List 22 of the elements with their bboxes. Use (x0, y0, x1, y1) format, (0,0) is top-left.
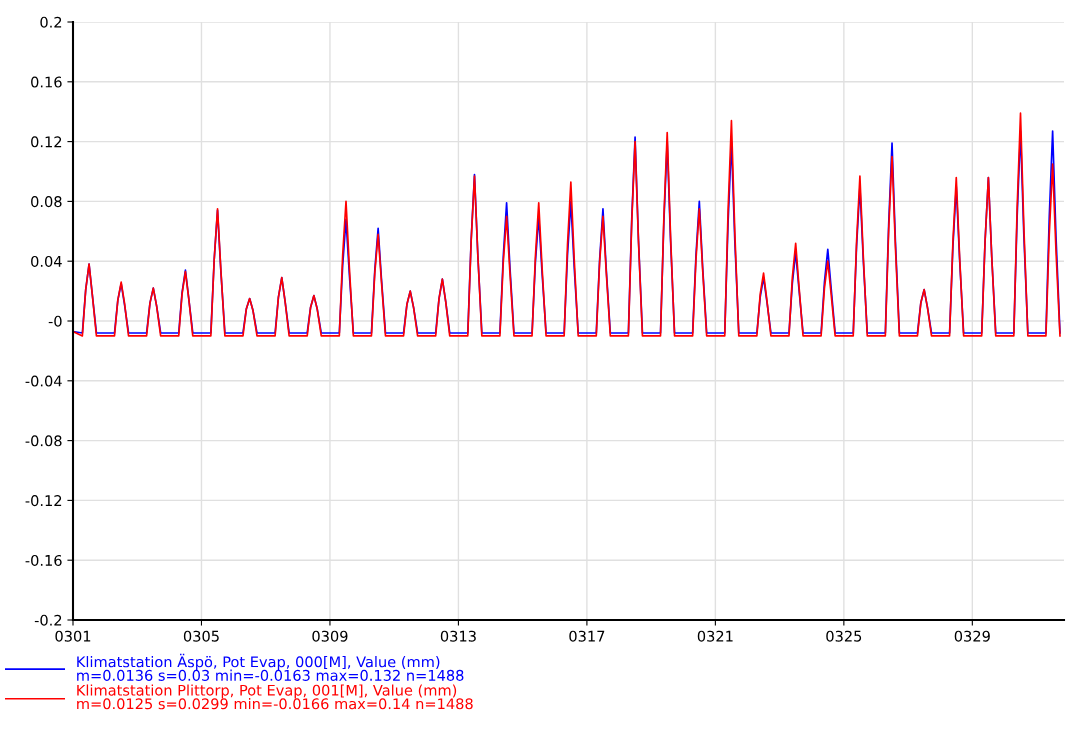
x-tick-label: 0305 (183, 630, 219, 642)
x-tick-label: 0309 (312, 630, 348, 642)
legend-label: Klimatstation Plittorp, Pot Evap, 001[M], Value (mm) (77, 684, 457, 699)
y-tick-label: 0.08 (31, 196, 62, 208)
y-tick-label: -0.08 (25, 435, 62, 447)
y-tick-label: -0.2 (34, 614, 62, 626)
y-tick-label: 0.12 (31, 136, 62, 148)
x-tick-label: 0301 (55, 630, 91, 642)
y-tick-label: -0 (48, 315, 62, 327)
y-tick-label: -0.12 (25, 495, 62, 507)
y-tick-label: 0.04 (31, 255, 62, 267)
x-tick-label: 0321 (697, 630, 733, 642)
x-tick-label: 0329 (954, 630, 990, 642)
text: m=0.0125 s=0.0299 min=-0.0166 max=0.14 n=1488 (77, 698, 473, 710)
x-tick-label: 0325 (826, 630, 862, 642)
x-tick-label: 0317 (569, 630, 605, 642)
text: m=0.0136 s=0.03 min=-0.0163 max=0.132 n=1488 (77, 669, 464, 681)
x-tick-label: 0313 (440, 630, 476, 642)
y-tick-label: 0.16 (31, 76, 62, 88)
y-tick-label: 0.2 (40, 16, 62, 28)
y-tick-label: -0.16 (25, 554, 62, 566)
y-tick-label: -0.04 (25, 375, 62, 387)
